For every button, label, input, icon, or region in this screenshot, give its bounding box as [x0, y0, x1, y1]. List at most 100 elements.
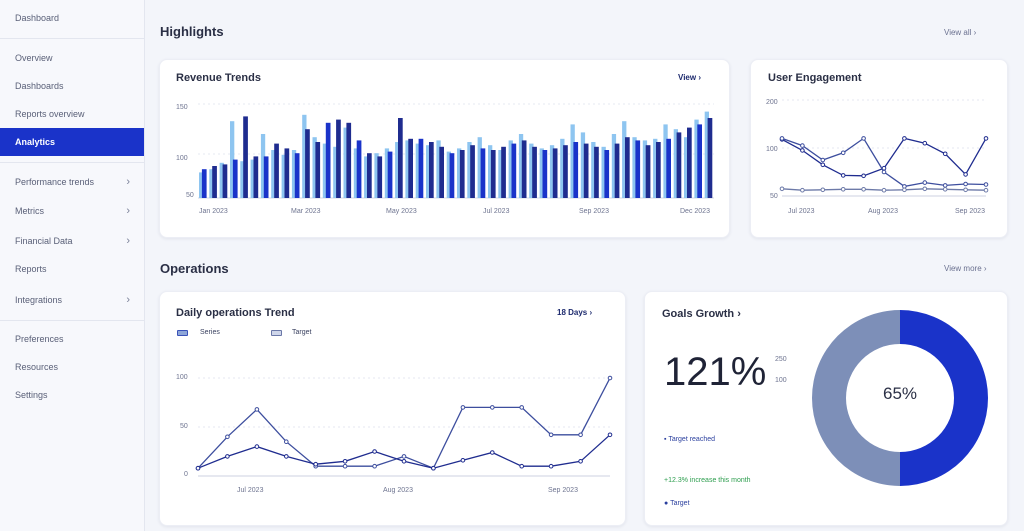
bar-secondary [601, 146, 606, 198]
bar-secondary [529, 143, 534, 198]
chevron-right-icon: › [126, 176, 130, 188]
donut-slice [812, 310, 900, 486]
bar-secondary [219, 162, 224, 198]
x-tick-label: May 2023 [386, 208, 417, 215]
x-tick-label: Jul 2023 [788, 208, 815, 215]
sidebar-item-financial-data[interactable]: Financial Data › [0, 227, 144, 255]
goal-stat-text: Target reached [668, 436, 716, 443]
view-more-label: View more [944, 264, 982, 273]
chevron-right-icon: › [126, 205, 130, 217]
bar-primary [687, 127, 692, 198]
chevron-right-icon: › [589, 308, 593, 317]
goal-footnote: ● Target [664, 500, 690, 507]
revenue-view-link[interactable]: View › [678, 73, 701, 82]
sidebar-item-resources[interactable]: Resources [0, 353, 144, 381]
side-scale-top: 250 [775, 356, 787, 363]
bar-primary [625, 137, 630, 198]
bar-secondary [240, 161, 245, 198]
bar-primary [201, 169, 207, 198]
bar-primary [449, 153, 455, 198]
sidebar-divider [0, 162, 144, 163]
sidebar-item-performance-trends[interactable]: Performance trends › [0, 168, 144, 196]
bar-secondary [250, 159, 255, 198]
bar-primary [511, 143, 517, 198]
bar-primary [356, 140, 362, 198]
bar-secondary [281, 154, 286, 198]
sidebar-item-dashboards[interactable]: Dashboards [0, 72, 144, 100]
y-tick-label: 150 [176, 104, 188, 111]
bar-primary [315, 142, 321, 198]
data-point [983, 187, 989, 193]
view-all-link[interactable]: View all › [944, 28, 976, 37]
sidebar-divider [0, 38, 144, 39]
data-point [548, 463, 554, 469]
sidebar-item-metrics[interactable]: Metrics › [0, 197, 144, 225]
data-point [195, 465, 201, 471]
revenue-card-title: Revenue Trends [176, 72, 261, 84]
sidebar-item-label: Financial Data [15, 236, 73, 246]
bar-secondary [560, 138, 565, 198]
sidebar-item-reports[interactable]: Reports [0, 255, 144, 283]
x-tick-label: Sep 2023 [955, 208, 985, 215]
y-tick-label: 100 [176, 374, 188, 381]
sidebar-item-label: Reports overview [15, 109, 85, 119]
sidebar-item-analytics[interactable]: Analytics [0, 128, 144, 156]
bar-primary [408, 138, 413, 198]
data-point [820, 187, 826, 193]
chevron-right-icon: › [737, 308, 741, 320]
x-tick-label: Aug 2023 [383, 487, 413, 494]
data-point [225, 454, 230, 459]
data-point [800, 148, 805, 153]
goals-card-title[interactable]: Goals Growth › [662, 308, 741, 320]
y-tick-label: 100 [766, 146, 778, 153]
view-all-label: View all [944, 28, 972, 37]
data-point [820, 162, 826, 168]
bar-primary [614, 143, 620, 198]
data-point [401, 459, 407, 464]
x-tick-label: Jan 2023 [199, 208, 228, 215]
bar-secondary [271, 150, 276, 198]
goal-footnote-text: Target [670, 500, 690, 507]
bar-primary [263, 156, 269, 198]
bar-primary [542, 150, 548, 198]
legend-swatch-target [271, 330, 282, 336]
sidebar-item-integrations[interactable]: Integrations › [0, 286, 144, 314]
view-more-link[interactable]: View more › [944, 264, 987, 273]
data-point [284, 439, 289, 445]
data-point [983, 182, 989, 187]
data-point [372, 463, 377, 469]
sidebar-item-overview[interactable]: Overview [0, 44, 144, 72]
bar-primary [697, 124, 702, 198]
bar-secondary [436, 140, 441, 198]
bar-primary [532, 146, 537, 198]
data-point [942, 151, 948, 157]
sidebar-item-preferences[interactable]: Preferences [0, 325, 144, 353]
sidebar-item-reports-overview[interactable]: Reports overview [0, 100, 144, 128]
sidebar-item-label: Metrics [15, 206, 44, 216]
bar-primary [222, 164, 228, 198]
data-point [840, 173, 846, 178]
bar-secondary [302, 114, 307, 198]
bar-primary [552, 148, 558, 198]
legend-swatch-series [177, 330, 188, 336]
data-point [225, 434, 230, 440]
data-point [578, 432, 583, 438]
series-line [781, 137, 987, 188]
data-point [313, 461, 318, 467]
operations-line-chart [195, 375, 613, 477]
bar-primary [470, 145, 475, 198]
data-point [800, 143, 805, 148]
sidebar-header[interactable]: Dashboard [0, 4, 144, 32]
sidebar-item-settings[interactable]: Settings [0, 381, 144, 409]
data-point [607, 432, 613, 438]
bar-secondary [673, 129, 678, 198]
bar-primary [294, 153, 300, 198]
bar-secondary [580, 132, 586, 198]
bar-primary [666, 138, 671, 198]
bar-primary [594, 146, 599, 198]
data-point [431, 465, 436, 471]
chevron-right-icon: › [698, 73, 701, 82]
sidebar: Dashboard Overview Dashboards Reports ov… [0, 0, 145, 531]
bar-primary [387, 151, 393, 198]
operations-range-link[interactable]: 18 Days › [557, 308, 592, 317]
